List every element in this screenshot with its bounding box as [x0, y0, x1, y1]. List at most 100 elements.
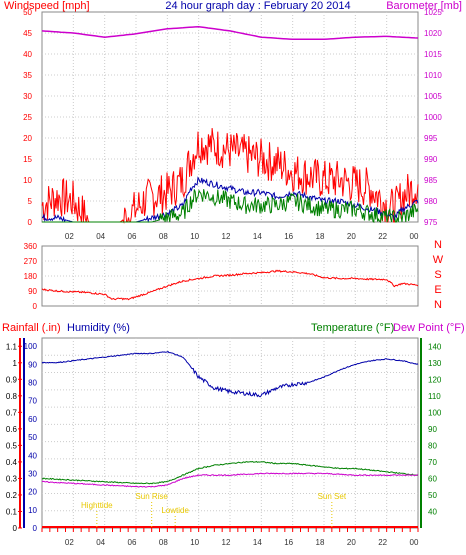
wind-tick-label: 35: [23, 71, 32, 80]
climate-x-tick-label: 06: [128, 538, 137, 547]
wind-x-tick-label: 04: [96, 232, 105, 241]
climate-x-tick-label: 16: [284, 538, 293, 547]
humidity-tick-label: 90: [28, 360, 37, 369]
humidity-tick-label: 50: [28, 433, 37, 442]
compass-letter: N: [434, 239, 442, 251]
wind-tick-label: 10: [23, 176, 32, 185]
barometer-tick-label: 1010: [424, 71, 442, 80]
wind-tick-label: 5: [28, 197, 33, 206]
barometer-tick-label: 995: [424, 134, 438, 143]
barometer-tick-label: 980: [424, 197, 438, 206]
temperature-tick-label: 50: [428, 491, 437, 500]
wind-speed-line: [42, 189, 419, 224]
compass-letter: S: [434, 269, 441, 281]
direction-tick-label: 0: [33, 302, 38, 311]
wind-x-tick-label: 12: [222, 232, 231, 241]
temperature-tick-label: 70: [428, 458, 437, 467]
humidity-tick-label: 80: [28, 379, 37, 388]
humidity-tick-label: 10: [28, 506, 37, 515]
temperature-tick-label: 130: [428, 359, 442, 368]
wind-x-tick-label: 02: [65, 232, 74, 241]
barometer-tick-label: 990: [424, 155, 438, 164]
rain-tick-label: 0.3: [6, 474, 18, 483]
climate-x-tick-label: 22: [378, 538, 387, 547]
direction-tick-label: 270: [24, 257, 38, 266]
humidity-axis-title: Humidity (%): [67, 322, 130, 334]
wind-tick-label: 30: [23, 92, 32, 101]
humidity-tick-label: 100: [24, 342, 38, 351]
event-label: Sun Set: [318, 492, 347, 501]
rain-tick-label: 1.1: [6, 342, 18, 351]
wind-tick-label: 20: [23, 134, 32, 143]
climate-frame: [41, 337, 419, 529]
wind-x-tick-label: 14: [253, 232, 262, 241]
climate-x-tick-label: 02: [65, 538, 74, 547]
compass-letter: N: [434, 299, 442, 311]
wind-tick-label: 25: [23, 113, 32, 122]
rain-tick-label: 0.9: [6, 375, 18, 384]
rain-tick-label: 0.8: [6, 392, 18, 401]
climate-x-tick-label: 18: [316, 538, 325, 547]
event-label: Sun Rise: [135, 492, 168, 501]
wind-x-tick-label: 00: [410, 232, 419, 241]
barometer-tick-label: 975: [424, 218, 438, 227]
humidity-tick-label: 20: [28, 488, 37, 497]
direction-tick-label: 360: [24, 242, 38, 251]
rain-tick-label: 0.1: [6, 507, 18, 516]
temperature-tick-label: 100: [428, 408, 442, 417]
wind-x-tick-label: 06: [128, 232, 137, 241]
humidity-line: [41, 350, 419, 398]
humidity-tick-label: 60: [28, 415, 37, 424]
wind-tick-label: 50: [23, 8, 32, 17]
barometer-tick-label: 1000: [424, 113, 442, 122]
temperature-axis-title: Temperature (°F): [311, 322, 394, 334]
rain-tick-label: 0.4: [6, 458, 18, 467]
humidity-tick-label: 70: [28, 397, 37, 406]
barometer-tick-label: 1015: [424, 50, 442, 59]
temperature-tick-label: 110: [428, 392, 441, 401]
temperature-tick-label: 120: [428, 375, 442, 384]
climate-x-tick-label: 00: [410, 538, 419, 547]
barometer-tick-label: 1020: [424, 29, 442, 38]
dewpoint-line: [41, 472, 419, 488]
climate-x-tick-label: 10: [190, 538, 199, 547]
compass-letter: E: [434, 284, 441, 296]
rain-tick-label: 0.2: [6, 491, 18, 500]
barometer-tick-label: 1005: [424, 92, 442, 101]
temperature-tick-label: 40: [428, 507, 437, 516]
event-label: Highttide: [81, 501, 113, 510]
barometer-line: [41, 25, 419, 41]
compass-letter: W: [433, 254, 444, 266]
barometer-tick-label: 985: [424, 176, 438, 185]
climate-x-tick-label: 08: [159, 538, 168, 547]
temperature-tick-label: 90: [428, 425, 437, 434]
wind-x-tick-label: 22: [378, 232, 387, 241]
event-label: Lowtide: [161, 506, 189, 515]
humidity-tick-label: 0: [33, 524, 38, 533]
barometer-tick-label: 1025: [424, 8, 442, 17]
climate-x-tick-label: 20: [347, 538, 356, 547]
rain-tick-label: 0.6: [6, 425, 18, 434]
humidity-tick-label: 40: [28, 451, 37, 460]
rain-tick-label: 0.5: [6, 441, 18, 450]
rain-tick-label: 0.7: [6, 408, 18, 417]
wind-x-tick-label: 10: [190, 232, 199, 241]
climate-x-tick-label: 14: [253, 538, 262, 547]
rainfall-axis-title: Rainfall (.in): [2, 322, 61, 334]
dewpoint-axis-title: Dew Point (°F): [393, 322, 465, 334]
wind-x-tick-label: 18: [316, 232, 325, 241]
barometer-axis-title: Barometer [mb]: [386, 0, 462, 12]
climate-x-tick-label: 12: [222, 538, 231, 547]
temperature-tick-label: 140: [428, 342, 442, 351]
wind-axis-title: Windspeed [mph]: [4, 0, 90, 12]
temperature-line: [41, 460, 418, 485]
rain-tick-label: 1: [13, 359, 18, 368]
wind-tick-label: 40: [23, 50, 32, 59]
direction-tick-label: 90: [28, 287, 37, 296]
wind-tick-label: 0: [28, 218, 33, 227]
wind-x-tick-label: 20: [347, 232, 356, 241]
temperature-tick-label: 60: [428, 474, 437, 483]
climate-x-tick-label: 04: [96, 538, 105, 547]
